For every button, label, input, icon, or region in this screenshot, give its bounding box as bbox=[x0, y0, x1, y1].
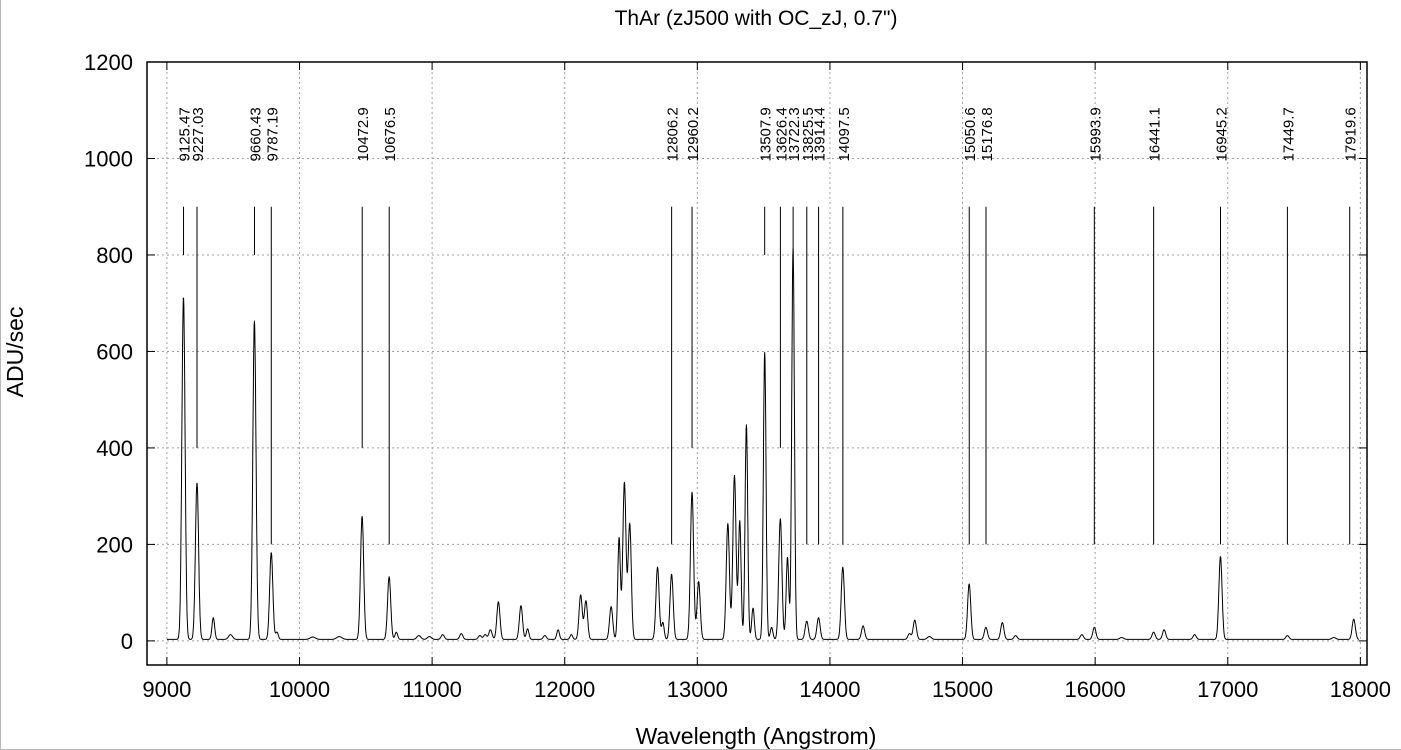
x-tick-label: 14000 bbox=[799, 677, 860, 702]
axis-ticks bbox=[147, 61, 1367, 665]
line-marker-label: 17919.6 bbox=[1343, 107, 1360, 161]
spectrum-series-line bbox=[166, 248, 1360, 640]
x-tick-label: 17000 bbox=[1197, 677, 1258, 702]
y-axis-label: ADU/sec bbox=[2, 307, 28, 398]
chart-title: ThAr (zJ500 with OC_zJ, 0.7") bbox=[615, 7, 898, 30]
line-marker-label: 13507.9 bbox=[758, 107, 775, 161]
y-tick-label: 800 bbox=[96, 243, 133, 268]
x-tick-label: 16000 bbox=[1065, 677, 1126, 702]
line-marker-label: 9787.19 bbox=[264, 107, 281, 161]
plot-frame bbox=[146, 61, 1368, 666]
y-tick-label: 1200 bbox=[84, 50, 133, 75]
line-marker-label: 13722.3 bbox=[786, 107, 803, 161]
line-marker-label: 17449.7 bbox=[1280, 107, 1297, 161]
x-tick-label: 9000 bbox=[142, 677, 191, 702]
x-tick-label: 10000 bbox=[269, 677, 330, 702]
line-marker-label: 13626.4 bbox=[773, 107, 790, 161]
line-marker-label: 9125.47 bbox=[177, 107, 194, 161]
y-tick-label: 200 bbox=[96, 532, 133, 557]
x-tick-label: 11000 bbox=[402, 677, 462, 702]
line-marker-label: 10472.9 bbox=[355, 107, 372, 161]
x-tick-labels: 9000 10000 11000 12000 13000 14000 15000 16000 1… bbox=[142, 677, 1391, 702]
x-tick-label: 15000 bbox=[932, 677, 993, 702]
x-tick-label: 12000 bbox=[534, 677, 595, 702]
line-marker-label: 16945.2 bbox=[1213, 107, 1230, 161]
y-tick-label: 0 bbox=[121, 629, 133, 654]
x-axis-label: Wavelength (Angstrom) bbox=[636, 723, 877, 749]
y-tick-label: 600 bbox=[96, 339, 133, 364]
line-marker-label: 15050.6 bbox=[962, 107, 979, 161]
y-tick-label: 1000 bbox=[84, 146, 133, 171]
line-marker-label: 15993.9 bbox=[1087, 107, 1104, 161]
line-marker-label: 13825.5 bbox=[800, 107, 817, 161]
x-tick-label: 13000 bbox=[667, 677, 728, 702]
line-marker-label: 12960.2 bbox=[685, 107, 702, 161]
line-marker-label: 9227.03 bbox=[190, 107, 207, 161]
line-marker-label: 12806.2 bbox=[665, 107, 682, 161]
y-tick-labels: 0 200 400 600 800 1000 1200 bbox=[84, 50, 133, 654]
line-marker-label: 13914.4 bbox=[812, 107, 829, 161]
line-marker-label: 9660.43 bbox=[247, 107, 264, 161]
line-marker-label: 14097.5 bbox=[836, 107, 853, 161]
line-markers bbox=[183, 206, 1351, 545]
line-marker-label: 16441.1 bbox=[1147, 107, 1164, 161]
x-tick-label: 18000 bbox=[1330, 677, 1391, 702]
y-tick-label: 400 bbox=[96, 436, 133, 461]
line-marker-label: 10676.5 bbox=[382, 107, 399, 161]
line-marker-label: 15176.8 bbox=[979, 107, 996, 161]
series-layer bbox=[166, 248, 1360, 640]
